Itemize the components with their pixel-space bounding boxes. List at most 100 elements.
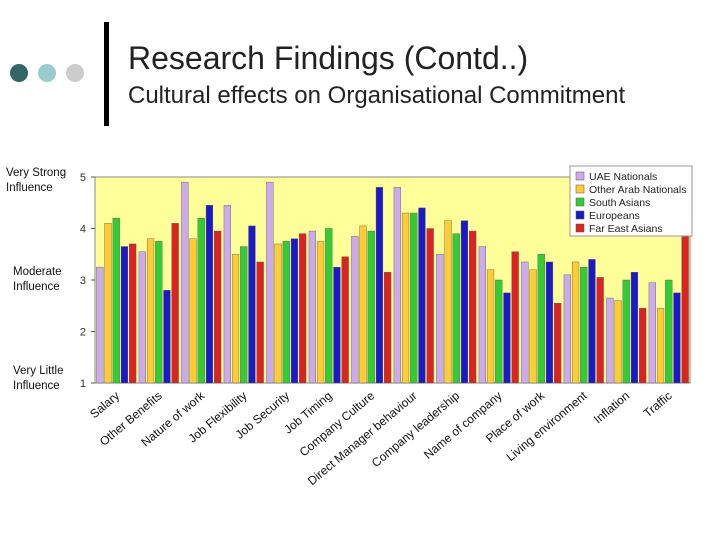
bar	[171, 223, 179, 384]
bar	[436, 254, 444, 384]
x-tick-label: Company Culture	[297, 388, 378, 459]
bar	[571, 261, 580, 384]
bar	[189, 238, 197, 384]
bar	[495, 279, 503, 384]
legend-label: UAE Nationals	[589, 171, 657, 183]
bar	[325, 228, 333, 384]
bar	[266, 181, 274, 384]
bar	[630, 272, 639, 384]
y-tick-label: 5	[80, 172, 86, 184]
bar	[290, 238, 299, 384]
bar	[274, 243, 282, 384]
y-tick-label: 2	[80, 327, 86, 339]
bar	[181, 181, 189, 384]
bar	[469, 230, 477, 384]
bar	[129, 243, 137, 384]
slide-subtitle: Cultural effects on Organisational Commi…	[128, 82, 626, 109]
bar	[401, 212, 410, 384]
moderate-line2: Influence	[13, 281, 60, 293]
y-tick-label: 3	[80, 275, 86, 287]
bar	[138, 251, 146, 384]
bar	[205, 205, 214, 384]
bar	[316, 241, 325, 384]
bar	[478, 246, 486, 384]
legend-swatch	[575, 210, 585, 220]
slide-title: Research Findings (Contd..)	[128, 40, 529, 76]
very-little-influence-label: Very Little Influence	[13, 364, 64, 394]
very-strong-line1: Very Strong	[6, 167, 67, 179]
bar	[120, 246, 129, 384]
bullet-dot-teal	[38, 64, 56, 82]
legend-label: Europeans	[589, 210, 640, 222]
x-tick-label: Traffic	[641, 389, 675, 421]
legend-label: Other Arab Nationals	[589, 184, 686, 196]
bullet-dot-dark	[10, 64, 28, 82]
bar	[614, 300, 622, 384]
bar	[231, 254, 240, 384]
bar	[223, 205, 231, 384]
legend-label: Far East Asians	[589, 223, 663, 235]
bar	[410, 212, 418, 384]
title-bullets	[10, 64, 84, 82]
very-strong-influence-label: Very Strong Influence	[6, 166, 66, 196]
bar	[622, 279, 630, 384]
bar	[393, 187, 401, 384]
moderate-line1: Moderate	[13, 266, 62, 278]
bar	[537, 254, 545, 384]
legend-swatch	[575, 223, 585, 233]
bar	[648, 282, 656, 384]
bar	[384, 272, 392, 384]
bar	[163, 290, 171, 384]
title-divider	[104, 22, 109, 126]
legend-swatch	[575, 171, 585, 181]
bar	[511, 251, 519, 384]
bar	[588, 259, 596, 384]
bar	[681, 236, 689, 384]
bar	[282, 241, 290, 384]
legend-box	[569, 165, 693, 237]
bar	[486, 269, 495, 384]
bar	[367, 230, 375, 384]
bar	[639, 308, 647, 384]
bar	[529, 269, 537, 384]
bar	[656, 308, 665, 384]
y-tick-label: 4	[80, 224, 86, 236]
bar	[214, 230, 222, 384]
bar	[375, 187, 384, 384]
bar	[104, 223, 112, 384]
bar	[359, 225, 367, 384]
bar	[308, 230, 316, 384]
bar	[248, 225, 256, 384]
bar	[333, 266, 341, 384]
bar	[418, 207, 426, 384]
bar	[240, 246, 248, 384]
moderate-influence-label: Moderate Influence	[13, 265, 62, 295]
legend-swatch	[575, 184, 585, 194]
bar	[606, 297, 614, 384]
bar	[580, 266, 588, 384]
bar	[460, 220, 469, 384]
bar	[444, 220, 452, 384]
bar	[521, 261, 529, 384]
bar	[596, 277, 604, 384]
bar	[563, 274, 571, 384]
very-little-line1: Very Little	[13, 365, 64, 377]
bar	[299, 233, 307, 384]
very-little-line2: Influence	[13, 380, 60, 392]
bar	[112, 217, 120, 384]
bar	[426, 228, 434, 384]
bar	[341, 256, 349, 384]
bar	[545, 261, 554, 384]
bar	[503, 292, 511, 384]
legend-label: South Asians	[589, 197, 650, 209]
bar	[96, 266, 104, 384]
very-strong-line2: Influence	[6, 182, 53, 194]
bar	[665, 279, 673, 384]
bar	[554, 302, 562, 384]
bar	[351, 236, 359, 384]
bar	[256, 261, 264, 384]
bar	[155, 241, 163, 384]
x-tick-label: Salary	[87, 389, 122, 422]
bar	[197, 217, 205, 384]
